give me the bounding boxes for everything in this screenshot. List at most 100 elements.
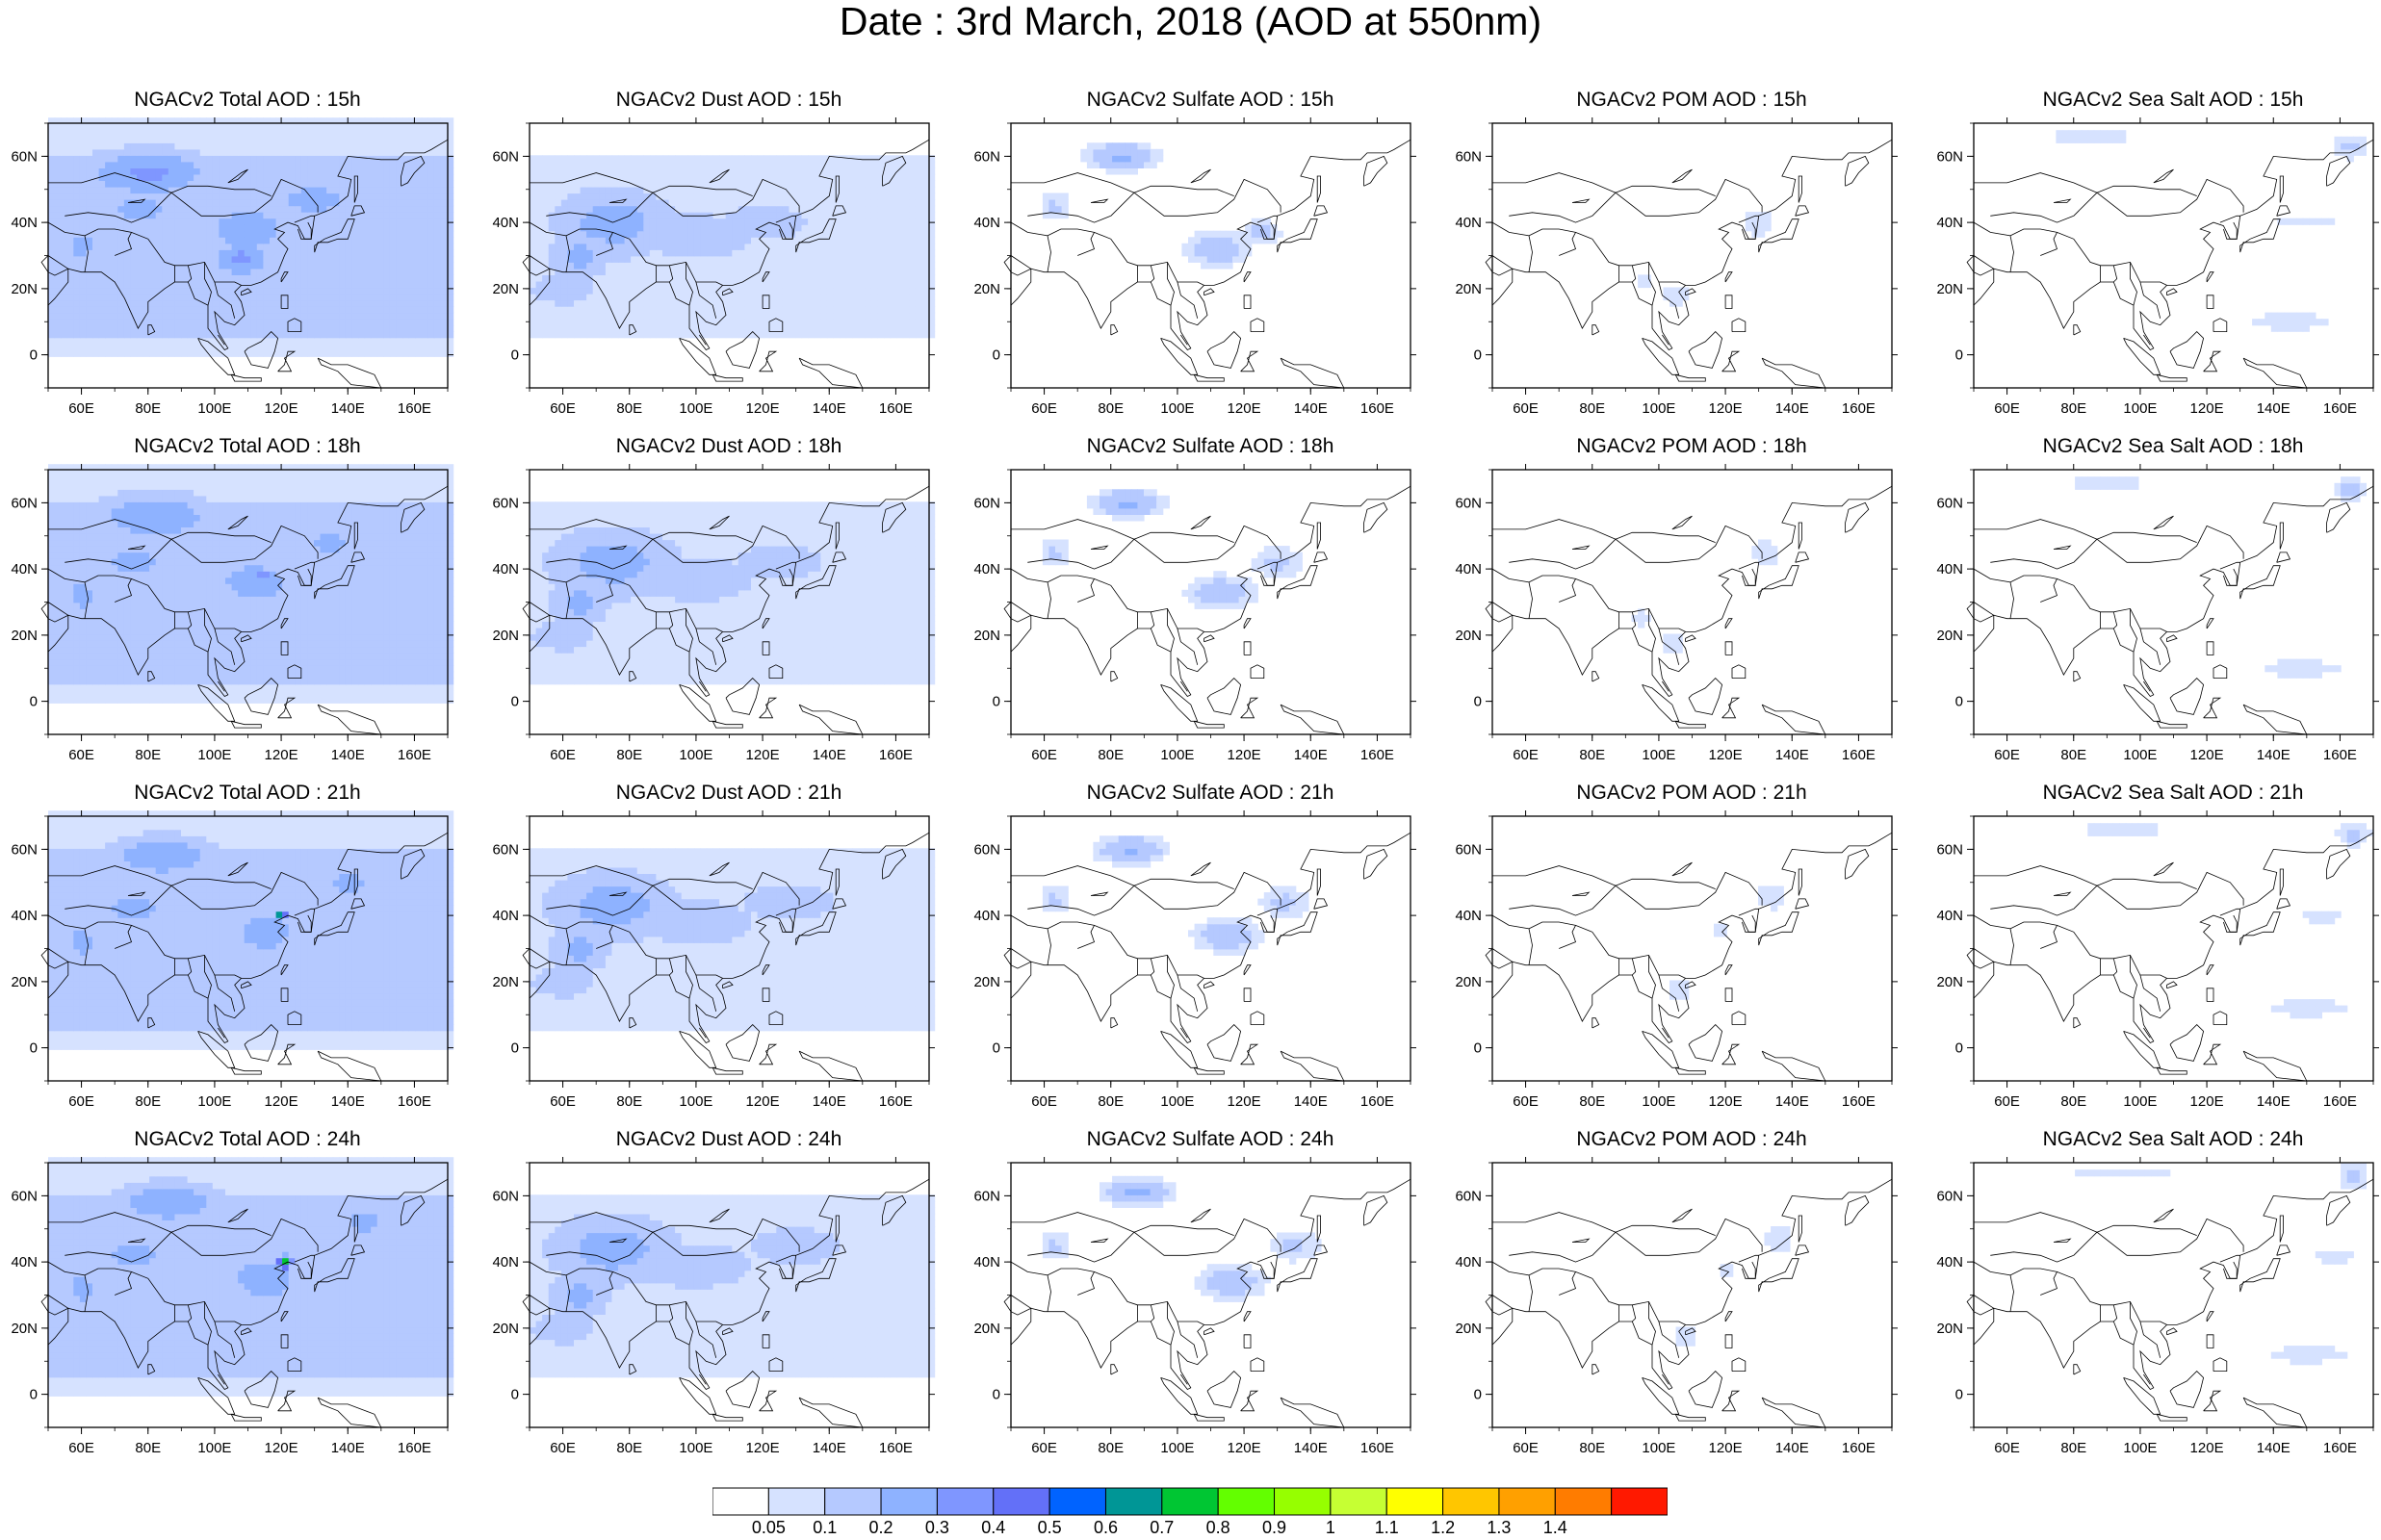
aod-cell — [859, 162, 866, 168]
aod-cell — [656, 244, 662, 250]
aod-cell — [358, 344, 365, 350]
aod-cell — [2335, 137, 2342, 143]
aod-cell — [783, 269, 789, 275]
aod-cell — [99, 155, 106, 162]
aod-cell — [48, 193, 55, 200]
aod-cell — [149, 155, 156, 162]
aod-cell — [802, 294, 809, 300]
aod-cell — [245, 338, 251, 345]
aod-cell — [257, 325, 264, 332]
aod-cell — [314, 690, 321, 697]
aod-cell — [67, 684, 74, 691]
aod-cell — [903, 281, 910, 288]
aod-cell — [358, 690, 365, 697]
aod-cell — [909, 319, 916, 325]
aod-cell — [675, 288, 682, 295]
aod-cell — [409, 181, 416, 188]
aod-cell — [156, 218, 163, 225]
aod-cell — [549, 155, 556, 162]
coastline-path — [2074, 179, 2243, 216]
aod-cell — [732, 162, 738, 168]
aod-cell — [174, 162, 181, 168]
aod-cell — [795, 167, 802, 174]
aod-cell — [124, 325, 131, 332]
aod-cell — [105, 338, 112, 345]
aod-cell — [820, 231, 827, 238]
aod-cell — [549, 174, 556, 181]
aod-cell — [194, 224, 200, 231]
aod-cell — [396, 262, 402, 269]
aod-cell — [92, 350, 99, 357]
aod-cell — [707, 294, 713, 300]
aod-cell — [137, 149, 143, 156]
aod-cell — [55, 137, 62, 143]
aod-cell — [162, 294, 168, 300]
aod-cell — [130, 256, 137, 263]
aod-cell — [434, 274, 441, 281]
aod-cell — [1106, 142, 1113, 149]
aod-cell — [245, 231, 251, 238]
aod-cell — [903, 269, 910, 275]
aod-cell — [549, 313, 556, 320]
aod-cell — [586, 313, 593, 320]
aod-cell — [219, 130, 225, 137]
aod-cell — [301, 142, 308, 149]
aod-cell — [574, 274, 581, 281]
aod-cell — [168, 684, 175, 691]
aod-cell — [650, 199, 657, 206]
aod-cell — [149, 300, 156, 307]
aod-cell — [232, 155, 239, 162]
aod-cell — [156, 325, 163, 332]
aod-cell — [365, 231, 372, 238]
aod-cell — [99, 256, 106, 263]
aod-cell — [371, 124, 377, 131]
aod-cell — [1043, 199, 1049, 206]
aod-cell — [105, 162, 112, 168]
aod-cell — [358, 306, 365, 313]
aod-cell — [687, 237, 694, 244]
aod-cell — [181, 218, 188, 225]
aod-cell — [383, 237, 390, 244]
aod-cell — [61, 249, 67, 256]
aod-cell — [763, 331, 770, 338]
aod-cell — [137, 262, 143, 269]
aod-cell — [117, 274, 124, 281]
aod-cell — [181, 224, 188, 231]
aod-cell — [143, 224, 150, 231]
aod-cell — [219, 181, 225, 188]
aod-cell — [795, 256, 802, 263]
lat-tick-label: 20N — [1455, 281, 1482, 297]
aod-cell — [390, 300, 397, 307]
aod-cell — [770, 231, 777, 238]
aod-cell — [307, 306, 314, 313]
aod-cell — [358, 149, 365, 156]
aod-cell — [567, 199, 574, 206]
aod-cell — [561, 294, 568, 300]
aod-cell — [916, 237, 922, 244]
aod-cell — [586, 249, 593, 256]
coastline-path — [1675, 374, 1705, 381]
aod-cell — [307, 212, 314, 218]
aod-cell — [1195, 256, 1202, 263]
aod-cell — [333, 155, 340, 162]
coastline-path — [1732, 319, 1746, 332]
aod-cell — [55, 306, 62, 313]
aod-cell — [409, 137, 416, 143]
aod-cell — [440, 300, 447, 307]
aod-cell — [181, 174, 188, 181]
aod-cell — [581, 274, 587, 281]
aod-cell — [213, 142, 220, 149]
aod-cell — [402, 149, 409, 156]
aod-cell — [852, 294, 859, 300]
aod-cell — [257, 350, 264, 357]
aod-cell — [2303, 319, 2310, 325]
aod-cell — [219, 274, 225, 281]
aod-cell — [440, 262, 447, 269]
aod-cell — [358, 325, 365, 332]
aod-cell — [427, 281, 434, 288]
aod-cell — [213, 300, 220, 307]
aod-cell — [174, 690, 181, 697]
aod-cell — [213, 218, 220, 225]
aod-cell — [840, 167, 846, 174]
aod-cell — [174, 218, 181, 225]
